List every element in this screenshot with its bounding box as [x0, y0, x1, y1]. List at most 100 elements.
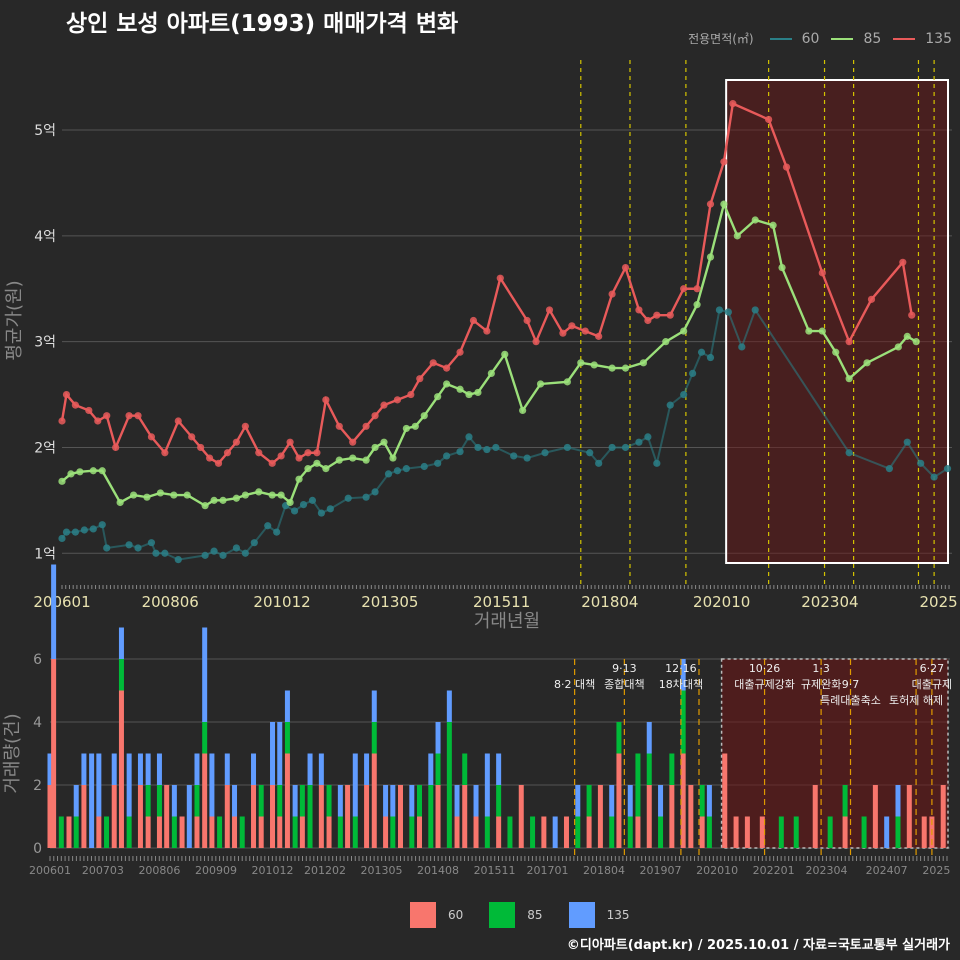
vol-x-tick-label-16: 2025 [922, 864, 950, 877]
point-85-34 [443, 380, 451, 388]
legend-top: 전용면적(㎡) 60 85 135 [688, 30, 952, 47]
vol-bar-12-0 [137, 785, 143, 848]
vol-bar-21-2 [209, 753, 215, 817]
vol-bar-63-1 [609, 816, 615, 848]
point-85-14 [232, 494, 241, 502]
vol-bar-31-1 [292, 816, 298, 848]
vol-bar-57-0 [541, 816, 547, 848]
point-85-40 [519, 406, 527, 415]
point-85-51 [706, 253, 715, 261]
point-135-21 [277, 452, 285, 460]
vol-bar-86-2 [895, 785, 901, 817]
point-60-66 [943, 465, 952, 473]
vol-bar-8-1 [104, 816, 110, 848]
y-tick-label-2: 3억 [34, 335, 56, 351]
vol-bar-62-0 [597, 785, 603, 848]
vol-bar-29-0 [277, 816, 283, 848]
point-85-3 [89, 467, 97, 475]
vol-bar-83-1 [861, 816, 867, 848]
footer-credit: ©디아파트(dapt.kr) / 2025.10.01 / 자료=국토교통부 실… [566, 938, 950, 953]
point-85-29 [389, 454, 397, 462]
point-135-7 [125, 412, 133, 420]
point-135-22 [286, 438, 294, 446]
vol-x-tick-label-12: 202010 [696, 864, 738, 877]
vol-bar-88-0 [921, 816, 927, 848]
vol-bar-61-0 [586, 816, 592, 848]
point-60-41 [510, 452, 518, 460]
vol-bar-10-2 [118, 627, 124, 659]
vol-x-tick-label-15: 202407 [866, 864, 908, 877]
vol-bar-58-2 [552, 816, 558, 848]
point-60-17 [241, 549, 249, 557]
vol-bar-14-2 [156, 753, 162, 785]
vol-bar-18-2 [186, 785, 192, 848]
vol-bar-59-0 [563, 816, 569, 848]
legend-label-135: 135 [925, 30, 952, 47]
point-60-34 [434, 459, 442, 467]
vol-bar-79-1 [793, 816, 799, 848]
point-60-30 [384, 470, 393, 478]
vol-bar-36-2 [337, 785, 343, 817]
point-135-18 [241, 422, 249, 430]
vol-bar-0-2 [47, 753, 53, 785]
point-135-3 [85, 406, 93, 415]
vol-bar-34-0 [318, 785, 324, 848]
point-85-60 [845, 375, 853, 383]
vol-bar-7-2 [96, 753, 102, 817]
point-60-43 [541, 449, 549, 457]
vol-bar-51-2 [473, 785, 479, 817]
vol-bar-60-1 [575, 816, 581, 848]
legend-swatch-60 [769, 37, 792, 40]
vol-bar-47-1 [435, 753, 441, 785]
vol-bar-26-0 [251, 785, 257, 848]
point-135-55 [693, 285, 701, 293]
vol-bar-45-0 [416, 816, 422, 848]
point-135-59 [765, 115, 773, 124]
vol-x-tick-label-13: 202201 [753, 864, 795, 877]
vol-bar-29-1 [277, 785, 283, 817]
point-85-50 [693, 301, 701, 309]
vol-bar-11-1 [126, 816, 132, 848]
point-85-7 [143, 493, 151, 501]
point-60-54 [689, 369, 697, 377]
point-60-14 [210, 547, 218, 555]
point-85-4 [98, 467, 106, 475]
point-135-38 [469, 316, 478, 325]
point-85-21 [304, 465, 312, 473]
vol-x-tick-label-9: 201701 [526, 864, 568, 877]
point-135-2 [71, 401, 80, 409]
vol-bar-87-0 [906, 785, 912, 848]
legend-title: 전용면적(㎡) [688, 32, 754, 46]
point-85-25 [349, 454, 357, 462]
vol-bar-27-0 [258, 816, 264, 848]
point-60-25 [317, 509, 325, 517]
point-135-26 [322, 396, 330, 404]
point-135-46 [581, 327, 589, 335]
vol-bar-19-2 [194, 753, 200, 785]
vol-bar-66-0 [635, 816, 641, 848]
vol-bar-51-0 [473, 816, 479, 848]
point-135-35 [429, 359, 437, 367]
point-85-2 [76, 468, 84, 476]
point-85-5 [116, 498, 124, 507]
vol-bar-41-0 [383, 816, 389, 848]
point-135-56 [706, 200, 715, 208]
x-tick-label-4: 201511 [473, 593, 530, 611]
point-135-54 [680, 285, 688, 293]
vol-bar-90-0 [940, 785, 946, 848]
point-60-3 [80, 526, 88, 534]
vol-bar-54-1 [507, 816, 513, 848]
point-60-19 [264, 522, 272, 530]
point-60-59 [738, 343, 746, 351]
vol-bar-15-0 [164, 785, 170, 848]
point-85-59 [832, 348, 840, 356]
point-60-29 [371, 488, 379, 496]
point-60-36 [456, 448, 464, 456]
legend-box-85 [489, 902, 516, 928]
vol-bar-16-2 [171, 785, 177, 817]
point-60-4 [89, 525, 97, 533]
point-60-18 [250, 539, 258, 547]
point-135-20 [268, 459, 276, 467]
point-85-30 [402, 424, 410, 433]
point-85-6 [129, 491, 138, 499]
